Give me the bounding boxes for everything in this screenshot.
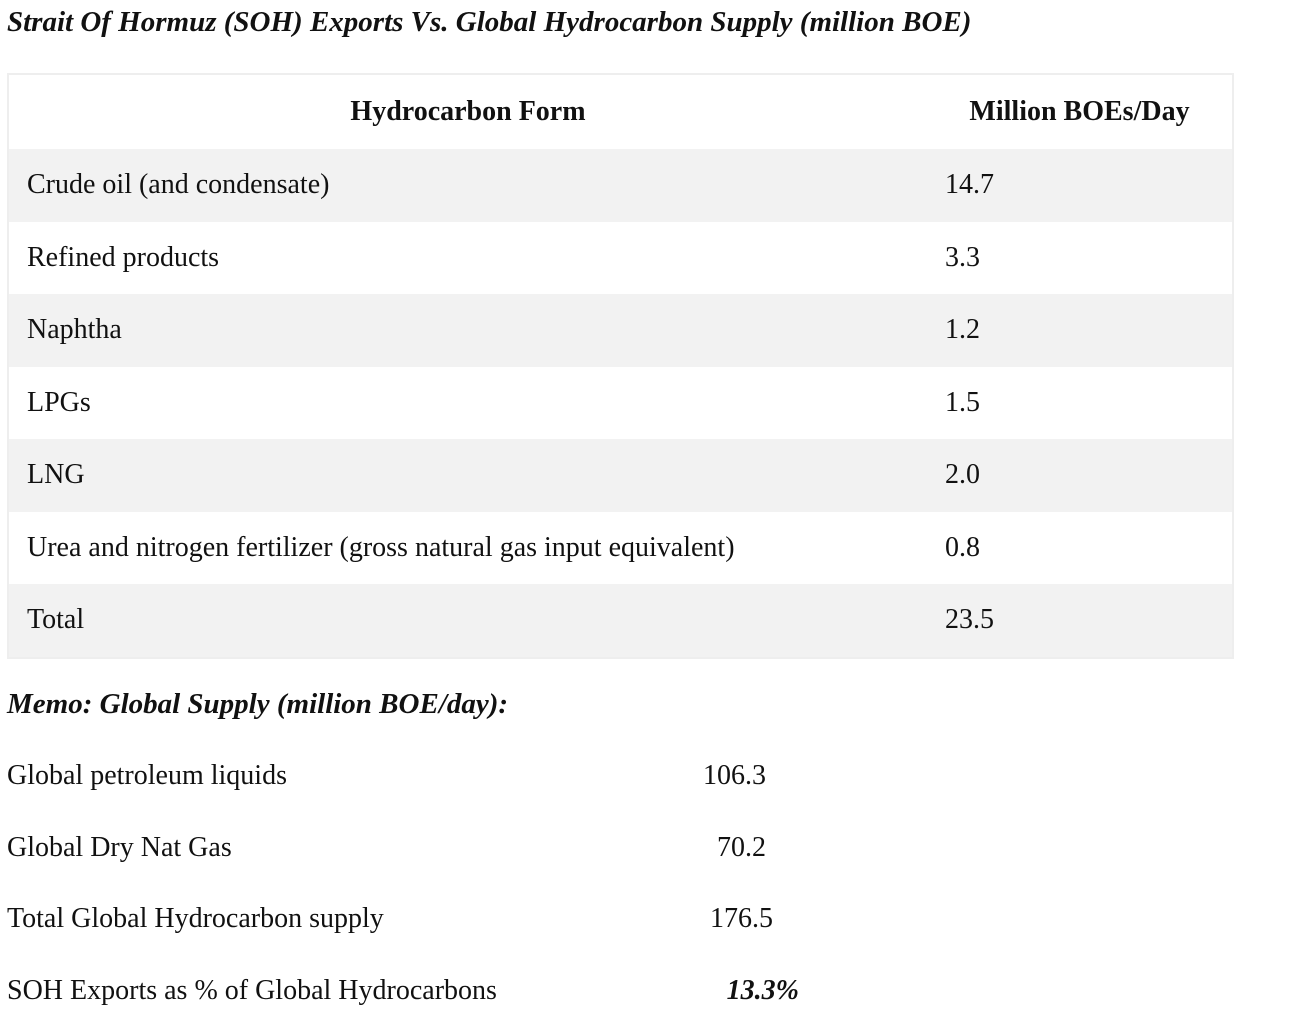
- form-cell: LNG: [27, 459, 85, 491]
- form-cell: Crude oil (and condensate): [27, 169, 330, 201]
- header-row: Hydrocarbon Form Million BOEs/Day: [8, 74, 1233, 149]
- value-cell: 14.7: [945, 169, 994, 201]
- value-cell: 23.5: [945, 604, 994, 636]
- form-cell: Refined products: [27, 241, 220, 273]
- memo-row: SOH Exports as % of Global Hydrocarbons 1…: [7, 975, 807, 1015]
- memo-value: 70.2: [717, 831, 766, 863]
- memo-row: Global petroleum liquids 106.3: [7, 760, 807, 800]
- memo-label: Global Dry Nat Gas: [7, 831, 232, 863]
- value-cell: 1.2: [945, 314, 980, 346]
- table-row: Total 23.5: [8, 584, 1233, 658]
- memo-value: 13.3%: [726, 974, 799, 1006]
- column-header: Hydrocarbon Form: [350, 96, 586, 127]
- value-cell: 1.5: [945, 386, 980, 418]
- memo-label: Total Global Hydrocarbon supply: [7, 903, 384, 934]
- value-cell: 2.0: [945, 459, 980, 491]
- memo-title: Memo: Global Supply (million BOE/day):: [7, 688, 509, 720]
- form-cell: Naphtha: [27, 314, 122, 346]
- value-cell: 3.3: [945, 241, 980, 273]
- memo-value: 176.5: [710, 903, 773, 934]
- form-cell: Urea and nitrogen fertilizer (gross natu…: [27, 531, 735, 563]
- table-row: Refined products 3.3: [8, 222, 1233, 295]
- title: Strait Of Hormuz (SOH) Exports Vs. Globa…: [7, 6, 972, 38]
- exports-table: Hydrocarbon Form Million BOEs/Day Crude …: [7, 73, 1234, 659]
- table-row: LNG 2.0: [8, 439, 1233, 512]
- value-cell: 0.8: [945, 531, 980, 563]
- table-row: Crude oil (and condensate) 14.7: [8, 149, 1233, 222]
- memo-row: Total Global Hydrocarbon supply 176.5: [7, 903, 807, 943]
- form-cell: LPGs: [27, 386, 91, 418]
- table-row: LPGs 1.5: [8, 367, 1233, 440]
- memo-label: Global petroleum liquids: [7, 760, 287, 791]
- table-row: Urea and nitrogen fertilizer (gross natu…: [8, 512, 1233, 585]
- memo-value: 106.3: [703, 760, 766, 791]
- memo-row: Global Dry Nat Gas 70.2: [7, 832, 807, 872]
- table-row: Naphtha 1.2: [8, 294, 1233, 367]
- form-cell: Total: [27, 604, 85, 636]
- table-body: Crude oil (and condensate) 14.7 Refined pr…: [8, 149, 1233, 658]
- memo-label: SOH Exports as % of Global Hydrocarbons: [7, 974, 497, 1006]
- column-header: Million BOEs/Day: [969, 96, 1190, 127]
